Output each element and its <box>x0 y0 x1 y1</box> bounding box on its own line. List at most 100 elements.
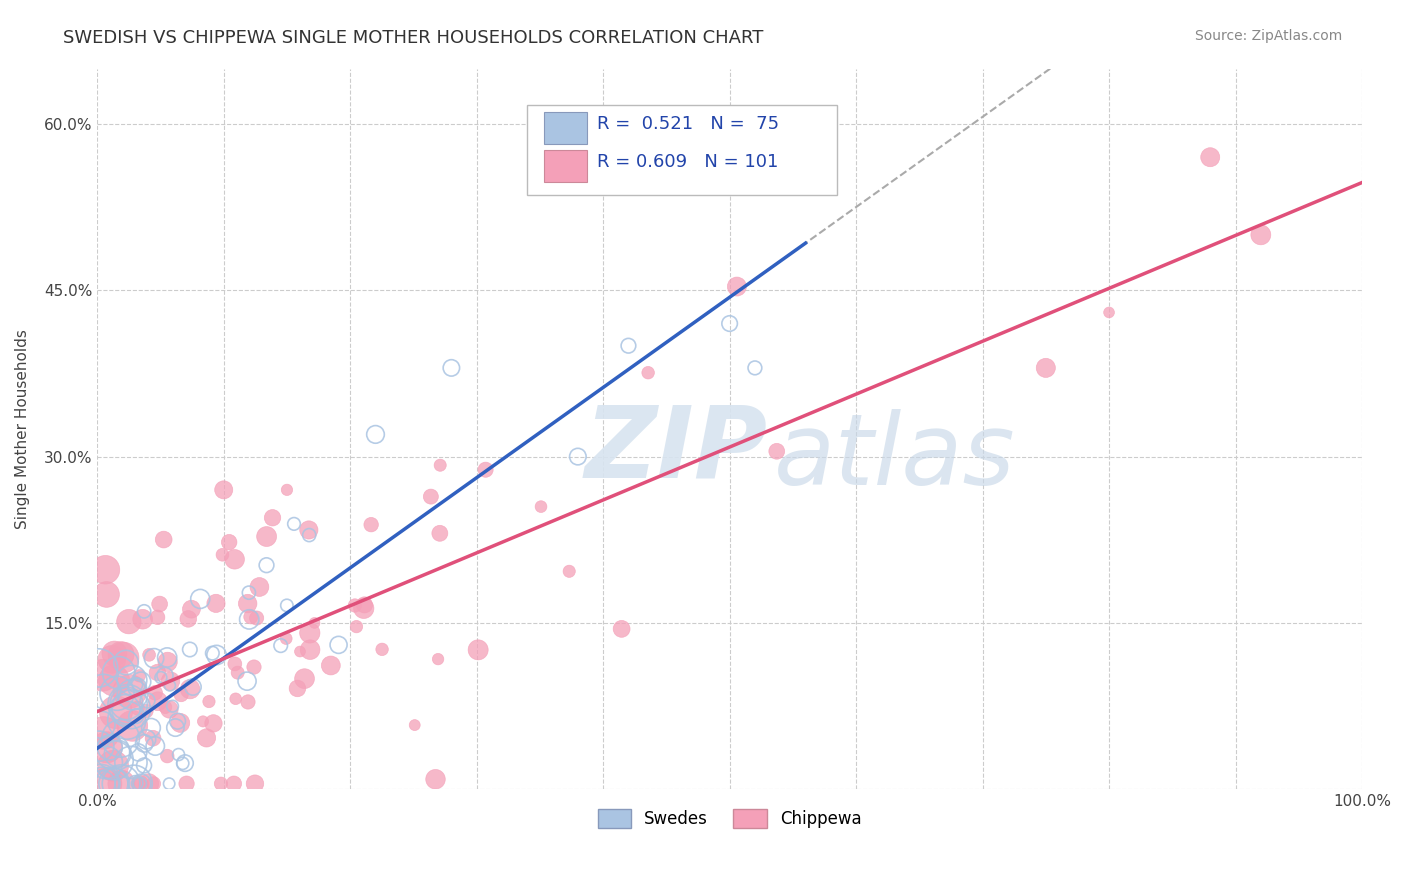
Point <box>298 626 321 640</box>
Point <box>103 673 125 688</box>
Point <box>162 699 184 714</box>
Point <box>222 777 245 791</box>
Point <box>718 317 741 331</box>
Point <box>91 777 114 791</box>
Point <box>276 483 298 497</box>
Point <box>134 736 156 750</box>
Point <box>146 694 169 708</box>
Point <box>474 463 496 477</box>
Point <box>105 686 128 700</box>
Point <box>114 703 136 717</box>
Point <box>107 665 129 680</box>
Point <box>201 646 224 660</box>
Point <box>149 597 172 611</box>
Point <box>617 339 640 353</box>
Point <box>110 777 132 791</box>
Point <box>276 599 298 613</box>
Point <box>127 745 149 759</box>
Point <box>120 702 142 716</box>
Point <box>238 612 260 626</box>
Point <box>128 669 150 683</box>
Point <box>765 444 787 458</box>
Point <box>131 612 153 626</box>
Point <box>1035 360 1057 375</box>
Point <box>135 704 157 718</box>
Point <box>166 714 188 729</box>
Point <box>270 639 292 653</box>
Point <box>87 739 110 753</box>
Point <box>124 678 146 692</box>
Point <box>179 642 201 657</box>
Point <box>138 648 160 662</box>
Point <box>440 360 463 375</box>
Text: R =  0.521   N =  75: R = 0.521 N = 75 <box>596 115 779 133</box>
Point <box>283 516 305 531</box>
Point <box>181 680 204 694</box>
Point <box>637 366 659 380</box>
Point <box>98 740 121 755</box>
Point <box>96 740 118 755</box>
Point <box>155 700 177 714</box>
Point <box>236 695 259 709</box>
Point <box>146 665 169 680</box>
Point <box>107 747 129 761</box>
Point <box>101 758 124 772</box>
Point <box>364 427 387 442</box>
Point <box>236 674 259 689</box>
Point <box>103 777 125 791</box>
Point <box>152 533 174 547</box>
Point <box>91 777 114 791</box>
Point <box>136 693 159 707</box>
FancyBboxPatch shape <box>544 112 586 145</box>
Point <box>567 450 589 464</box>
Point <box>110 777 132 791</box>
Point <box>87 661 110 675</box>
FancyBboxPatch shape <box>544 150 586 182</box>
Point <box>212 483 235 497</box>
Point <box>124 776 146 790</box>
Text: atlas: atlas <box>773 409 1015 506</box>
Point <box>146 610 169 624</box>
Point <box>224 657 246 671</box>
Point <box>218 535 240 549</box>
Point <box>143 739 166 753</box>
Point <box>91 668 114 682</box>
Point <box>177 612 200 626</box>
Point <box>93 684 115 698</box>
Point <box>429 526 451 541</box>
Point <box>167 747 190 762</box>
Point <box>103 753 125 767</box>
Point <box>159 678 181 692</box>
Point <box>226 665 249 680</box>
Point <box>298 528 321 542</box>
Point <box>247 580 270 594</box>
Point <box>353 598 375 612</box>
Point <box>419 490 441 504</box>
Point <box>353 601 375 615</box>
Point <box>467 643 489 657</box>
Point <box>129 777 152 791</box>
Point <box>1199 150 1222 164</box>
Point <box>256 530 278 544</box>
Point <box>96 777 118 791</box>
Point <box>129 777 152 791</box>
Point <box>288 644 311 658</box>
Point <box>121 688 143 702</box>
Point <box>238 585 260 599</box>
FancyBboxPatch shape <box>527 104 837 194</box>
Point <box>427 652 450 666</box>
Legend: Swedes, Chippewa: Swedes, Chippewa <box>591 803 869 835</box>
Text: R = 0.609   N = 101: R = 0.609 N = 101 <box>596 153 778 171</box>
Point <box>304 615 326 630</box>
Point <box>101 745 124 759</box>
Point <box>298 523 321 537</box>
Point <box>1098 305 1121 319</box>
Point <box>1250 227 1272 242</box>
Point <box>129 777 152 791</box>
Point <box>404 718 426 732</box>
Point <box>224 552 246 566</box>
Point <box>211 548 233 562</box>
Point <box>169 715 191 730</box>
Point <box>156 655 179 669</box>
Point <box>121 673 143 688</box>
